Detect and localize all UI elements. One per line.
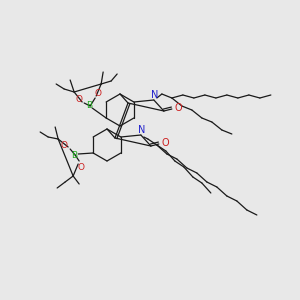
Text: O: O xyxy=(94,88,102,98)
Text: B: B xyxy=(71,151,77,160)
Text: O: O xyxy=(161,138,169,148)
Text: N: N xyxy=(138,125,146,135)
Text: O: O xyxy=(174,103,182,113)
Text: N: N xyxy=(151,90,158,100)
Text: B: B xyxy=(86,101,92,110)
Text: O: O xyxy=(78,163,85,172)
Text: O: O xyxy=(61,140,68,149)
Text: O: O xyxy=(76,95,82,104)
